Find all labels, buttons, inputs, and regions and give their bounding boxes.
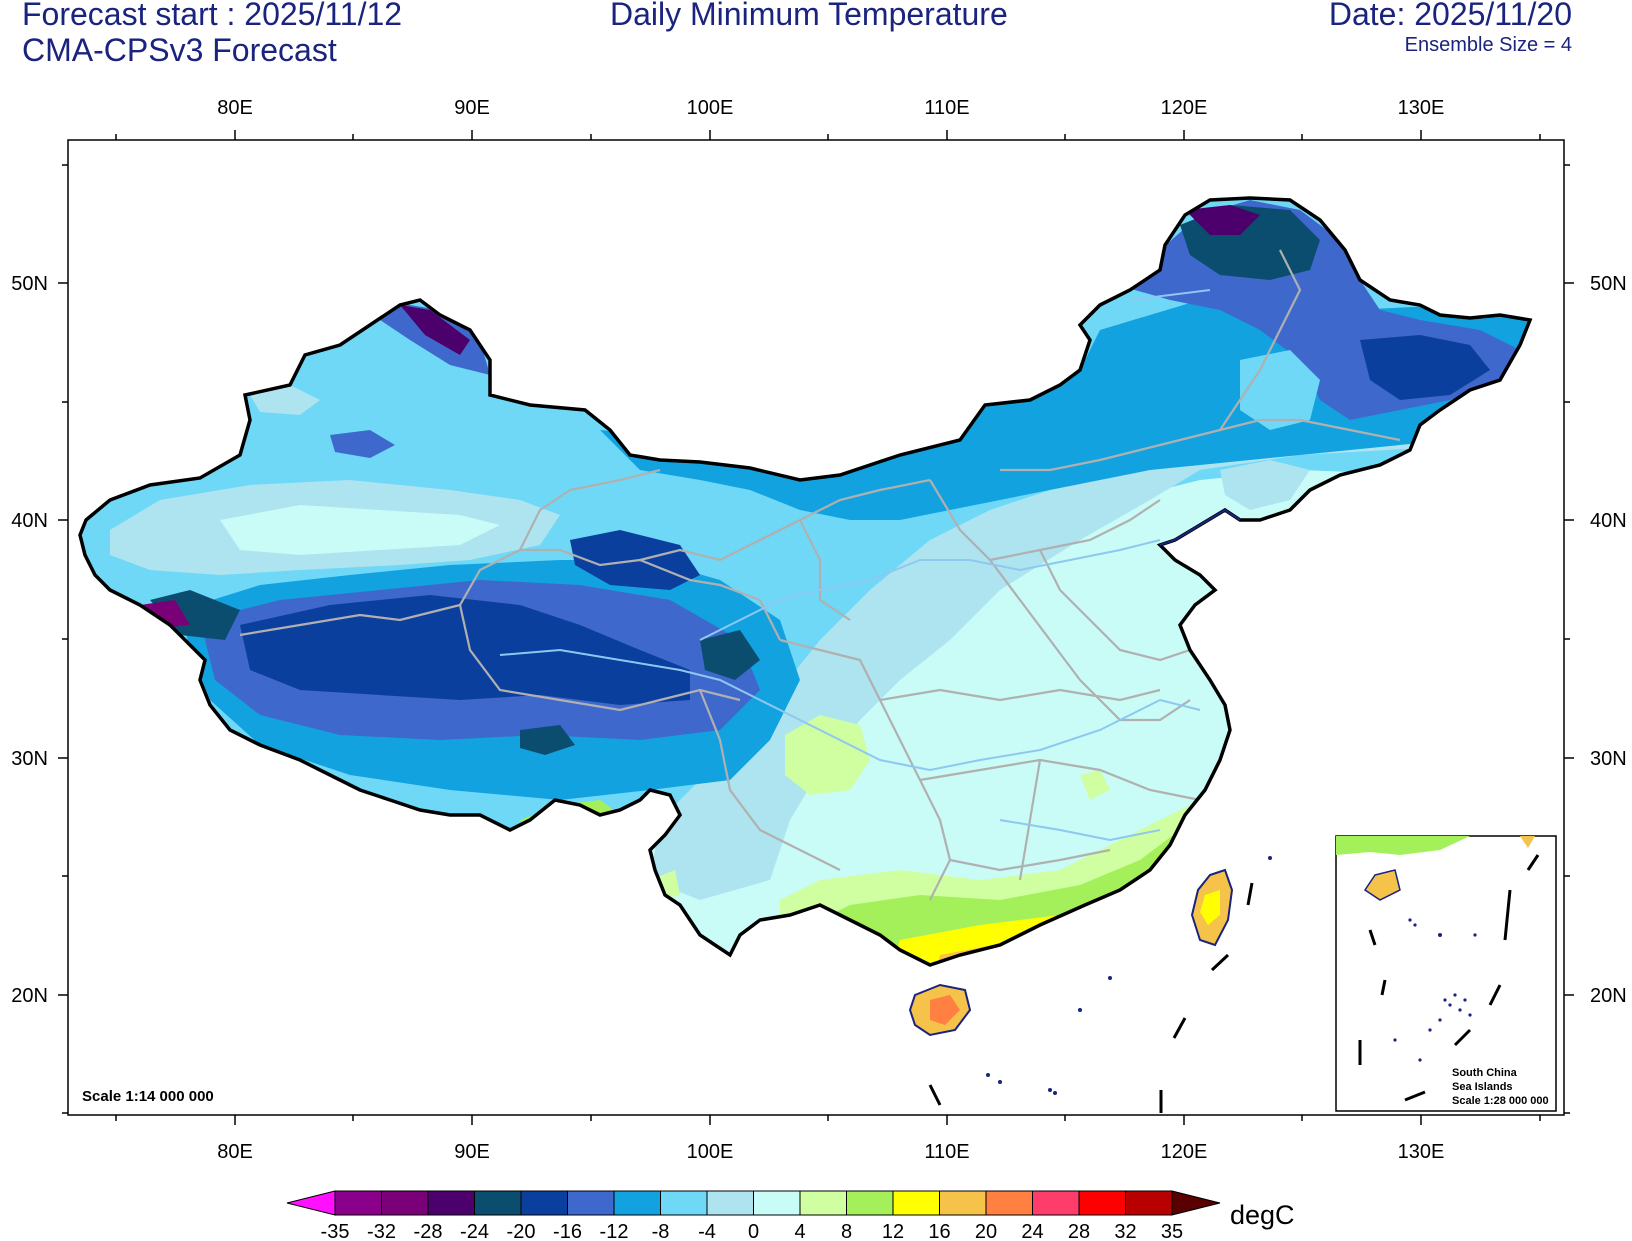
lon-label: 90E xyxy=(454,1141,490,1163)
small-islands xyxy=(986,856,1272,1095)
lat-labels-left: 50N 40N 30N 20N xyxy=(11,273,48,1007)
rivers xyxy=(499,289,1211,842)
colorbar-label: 28 xyxy=(1068,1221,1090,1241)
map-frame xyxy=(67,139,1565,1116)
province-borders xyxy=(239,249,1401,901)
colorbar-swatch xyxy=(985,1190,1033,1216)
lon-label: 110E xyxy=(924,1141,969,1163)
inset-title: South China xyxy=(1452,1067,1518,1079)
model-label: CMA-CPSv3 Forecast xyxy=(22,32,337,68)
lon-label: 100E xyxy=(687,97,734,119)
lat-label: 50N xyxy=(11,273,48,295)
lat-label: 20N xyxy=(11,985,48,1007)
colorbar-swatch xyxy=(520,1190,568,1216)
valid-date-label: Date: 2025/11/20 xyxy=(1328,0,1572,32)
colorbar-swatch xyxy=(334,1190,382,1216)
colorbar-high-arrow xyxy=(1171,1190,1221,1216)
lat-label: 40N xyxy=(11,510,48,532)
lat-label: 20N xyxy=(1590,985,1627,1007)
lon-label: 130E xyxy=(1398,1141,1445,1163)
lat-label: 30N xyxy=(1590,748,1627,770)
inset-subtitle: Sea Islands xyxy=(1452,1081,1513,1093)
lat-label: 50N xyxy=(1590,273,1627,295)
colorbar-swatch xyxy=(753,1190,801,1216)
lon-label: 80E xyxy=(217,97,253,119)
colorbar-swatch xyxy=(939,1190,987,1216)
colorbar-label: -8 xyxy=(652,1221,670,1241)
frame-ticks xyxy=(58,130,1574,1125)
colorbar-swatch xyxy=(1125,1190,1173,1216)
colorbar-swatch xyxy=(381,1190,429,1216)
lon-label: 90E xyxy=(454,97,490,119)
colorbar-label: 35 xyxy=(1161,1221,1183,1241)
colorbar-label: -4 xyxy=(698,1221,716,1241)
colorbar-swatch xyxy=(706,1190,754,1216)
colorbar-swatch xyxy=(613,1190,661,1216)
colorbar-label: 32 xyxy=(1114,1221,1136,1241)
colorbar-unit: degC xyxy=(1230,1200,1295,1230)
colorbar-label: 4 xyxy=(794,1221,805,1241)
colorbar-label: -16 xyxy=(553,1221,582,1241)
colorbar-label: -35 xyxy=(321,1221,350,1241)
colorbar-label: -32 xyxy=(367,1221,396,1241)
ensemble-size-label: Ensemble Size = 4 xyxy=(1404,34,1572,56)
colorbar-swatch xyxy=(799,1190,847,1216)
colorbar-swatch xyxy=(567,1190,615,1216)
lon-labels-bottom: 80E 90E 100E 110E 120E 130E xyxy=(217,1141,1444,1163)
forecast-start-label: Forecast start : 2025/11/12 xyxy=(22,0,403,32)
colorbar-swatch xyxy=(660,1190,708,1216)
colorbar-label: -24 xyxy=(460,1221,489,1241)
lon-label: 100E xyxy=(687,1141,734,1163)
lat-label: 30N xyxy=(11,748,48,770)
colorbar-swatch xyxy=(846,1190,894,1216)
lon-label: 130E xyxy=(1398,97,1445,119)
lon-label: 80E xyxy=(217,1141,253,1163)
colorbar-label: 0 xyxy=(748,1221,759,1241)
lon-label: 120E xyxy=(1161,1141,1208,1163)
lat-labels-right: 50N 40N 30N 20N xyxy=(1590,273,1627,1007)
main-scale-label: Scale 1:14 000 000 xyxy=(82,1088,214,1105)
colorbar-label: -28 xyxy=(414,1221,443,1241)
lon-label: 110E xyxy=(924,97,969,119)
lon-labels-top: 80E 90E 100E 110E 120E 130E xyxy=(217,97,1444,119)
colorbar-label: 16 xyxy=(928,1221,950,1241)
colorbar-label: -12 xyxy=(600,1221,629,1241)
colorbar-swatch xyxy=(892,1190,940,1216)
map-title: Daily Minimum Temperature xyxy=(610,0,1008,32)
colorbar-swatch xyxy=(474,1190,522,1216)
lon-label: 120E xyxy=(1161,97,1208,119)
maritime-boundary-dashes xyxy=(928,882,1254,1113)
colorbar-swatch xyxy=(1078,1190,1126,1216)
inset-scale: Scale 1:28 000 000 xyxy=(1452,1095,1549,1107)
colorbar-swatch xyxy=(1032,1190,1080,1216)
colorbar-label: 8 xyxy=(841,1221,852,1241)
lat-label: 40N xyxy=(1590,510,1627,532)
colorbar-label: 12 xyxy=(882,1221,904,1241)
colorbar-label: -20 xyxy=(507,1221,536,1241)
colorbar-label: 24 xyxy=(1021,1221,1043,1241)
colorbar-label: 20 xyxy=(975,1221,997,1241)
colorbar: -35 -32 -28 -24 -20 -16 -12 -8 -4 0 4 8 12 16 20 24 28 32… xyxy=(286,1190,1221,1241)
colorbar-low-arrow xyxy=(286,1190,336,1216)
south-china-sea-inset: South China Sea Islands Scale 1:28 000 0… xyxy=(1335,835,1557,1112)
colorbar-swatch xyxy=(427,1190,475,1216)
